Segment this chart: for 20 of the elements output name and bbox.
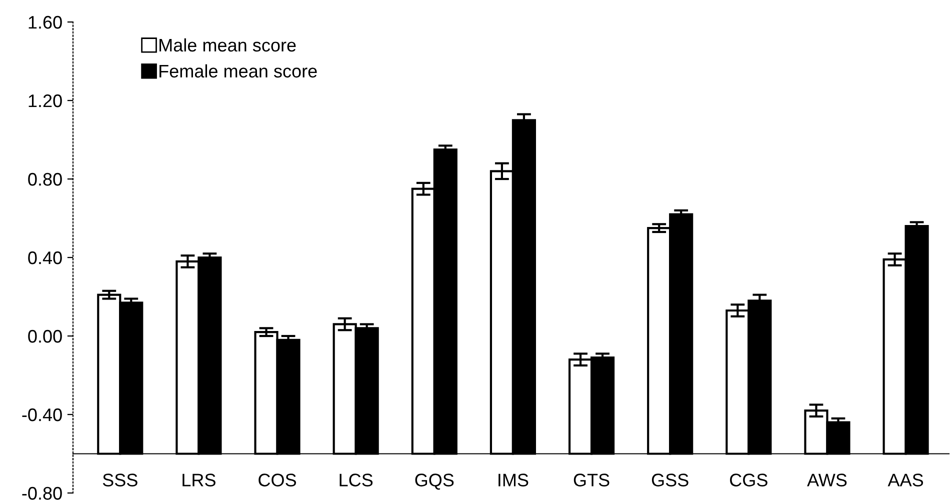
x-tick-label: AWS bbox=[807, 474, 847, 486]
x-tick-label: IMS bbox=[498, 474, 528, 486]
x-tick-label: COS bbox=[258, 474, 296, 486]
x-tick-label: GQS bbox=[415, 474, 454, 490]
x-tick-label: GTS bbox=[574, 474, 610, 486]
y-tick-label: 0.40 bbox=[28, 251, 62, 264]
y-tick-label: -0.80 bbox=[22, 486, 62, 500]
y-tick-label: 0.80 bbox=[28, 172, 62, 186]
legend-label: Male mean score bbox=[160, 38, 296, 52]
y-tick-label: 1.60 bbox=[28, 16, 62, 29]
y-tick-label: -0.40 bbox=[22, 408, 62, 422]
x-tick-label: SSS bbox=[102, 474, 138, 486]
x-tick-label: GSS bbox=[652, 474, 688, 486]
legend-label: Female mean score bbox=[160, 64, 317, 78]
x-tick-label: AAS bbox=[888, 474, 924, 486]
x-tick-label: LRS bbox=[182, 474, 216, 486]
y-tick-label: 0.00 bbox=[28, 330, 62, 343]
x-tick-label: CGS bbox=[730, 474, 768, 486]
y-tick-label: 1.20 bbox=[28, 94, 62, 108]
x-tick-label: LCS bbox=[340, 474, 373, 486]
